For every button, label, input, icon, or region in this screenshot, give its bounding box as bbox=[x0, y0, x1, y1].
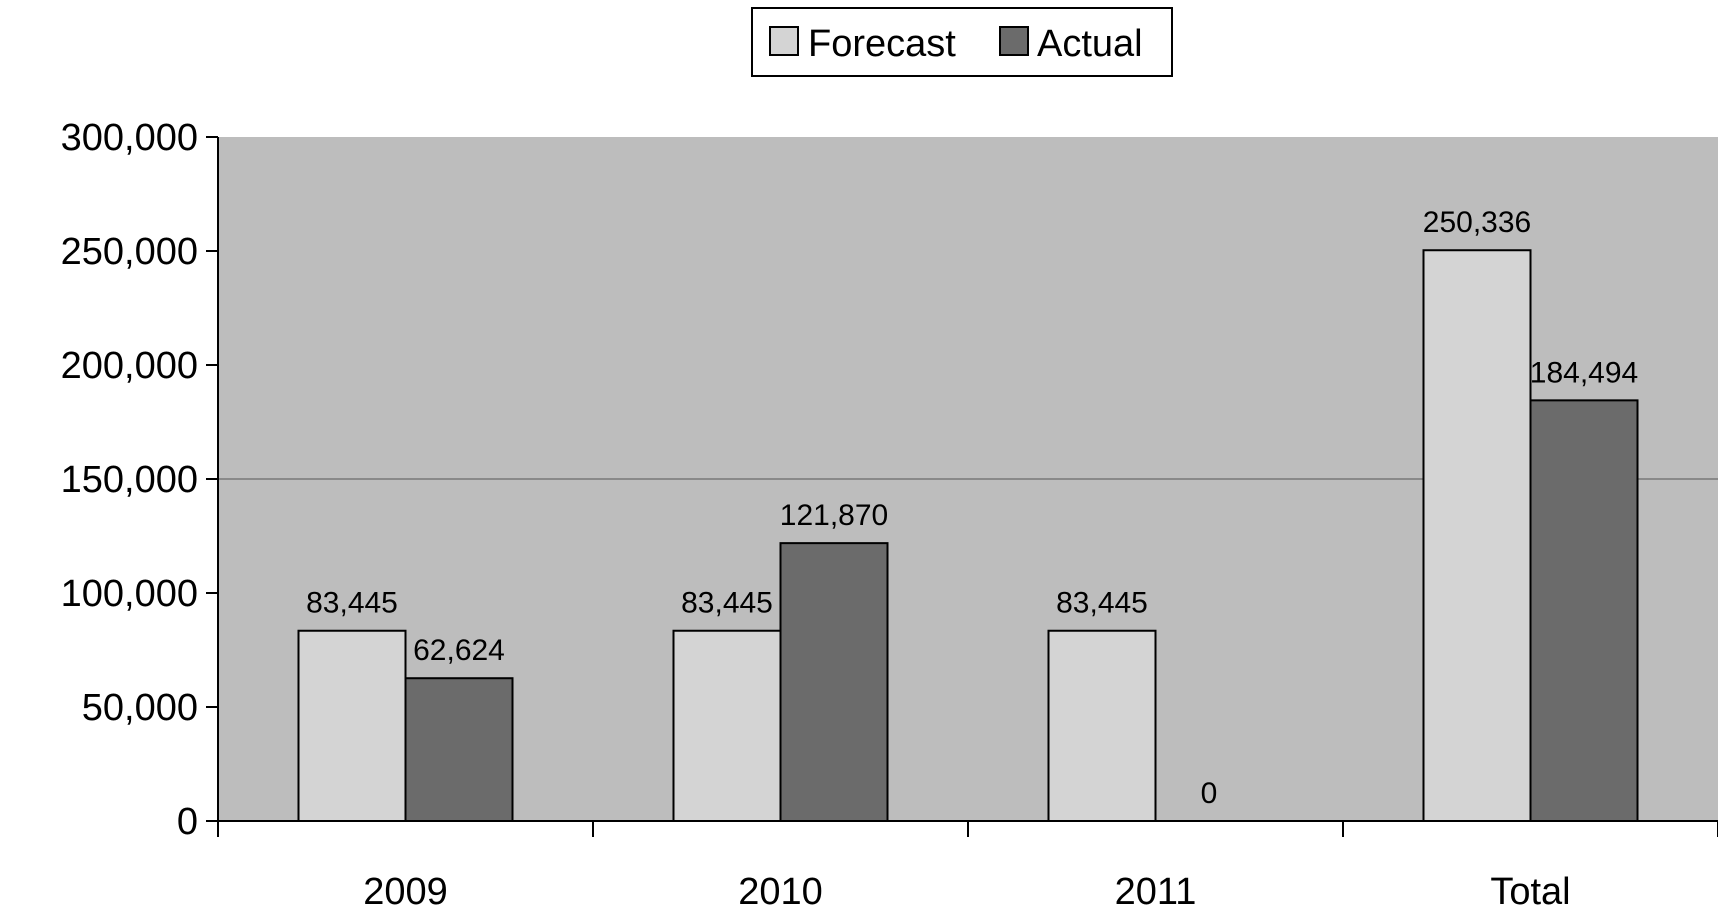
data-label-forecast-2011: 83,445 bbox=[1056, 587, 1148, 620]
x-category-label-1: 2010 bbox=[738, 871, 823, 913]
y-axis: 0 50,000 100,000 150,000 200,000 250,000 300,0… bbox=[61, 117, 218, 843]
data-label-forecast-total: 250,336 bbox=[1423, 206, 1531, 239]
y-tick-label-2: 100,000 bbox=[61, 573, 198, 615]
bar-forecast-2009 bbox=[299, 631, 406, 821]
y-tick-label-3: 150,000 bbox=[61, 459, 198, 501]
y-tick-label-1: 50,000 bbox=[82, 687, 198, 729]
data-label-actual-2010: 121,870 bbox=[780, 499, 888, 532]
x-category-label-2: 2011 bbox=[1115, 871, 1197, 913]
data-label-forecast-2010: 83,445 bbox=[681, 587, 773, 620]
data-label-actual-2011: 0 bbox=[1201, 777, 1218, 810]
y-tick-label-4: 200,000 bbox=[61, 345, 198, 387]
bar-forecast-2011 bbox=[1049, 631, 1156, 821]
y-tick-label-5: 250,000 bbox=[61, 231, 198, 273]
legend-swatch-actual bbox=[1000, 27, 1028, 55]
bar-actual-2009 bbox=[406, 678, 513, 821]
x-axis: 2009 2010 2011 Total bbox=[218, 821, 1718, 913]
data-label-actual-total: 184,494 bbox=[1530, 356, 1638, 389]
bar-forecast-total bbox=[1424, 250, 1531, 821]
data-label-actual-2009: 62,624 bbox=[413, 634, 505, 667]
legend: Forecast Actual bbox=[752, 8, 1172, 76]
y-tick-label-0: 0 bbox=[177, 801, 198, 843]
bar-actual-2010 bbox=[781, 543, 888, 821]
legend-swatch-forecast bbox=[770, 27, 798, 55]
bar-forecast-2010 bbox=[674, 631, 781, 821]
legend-label-forecast: Forecast bbox=[808, 23, 956, 65]
y-tick-label-6: 300,000 bbox=[61, 117, 198, 159]
data-label-forecast-2009: 83,445 bbox=[306, 587, 398, 620]
legend-label-actual: Actual bbox=[1037, 23, 1143, 65]
x-category-label-3: Total bbox=[1490, 871, 1570, 913]
x-category-label-0: 2009 bbox=[363, 871, 448, 913]
bar-actual-total bbox=[1531, 400, 1638, 821]
